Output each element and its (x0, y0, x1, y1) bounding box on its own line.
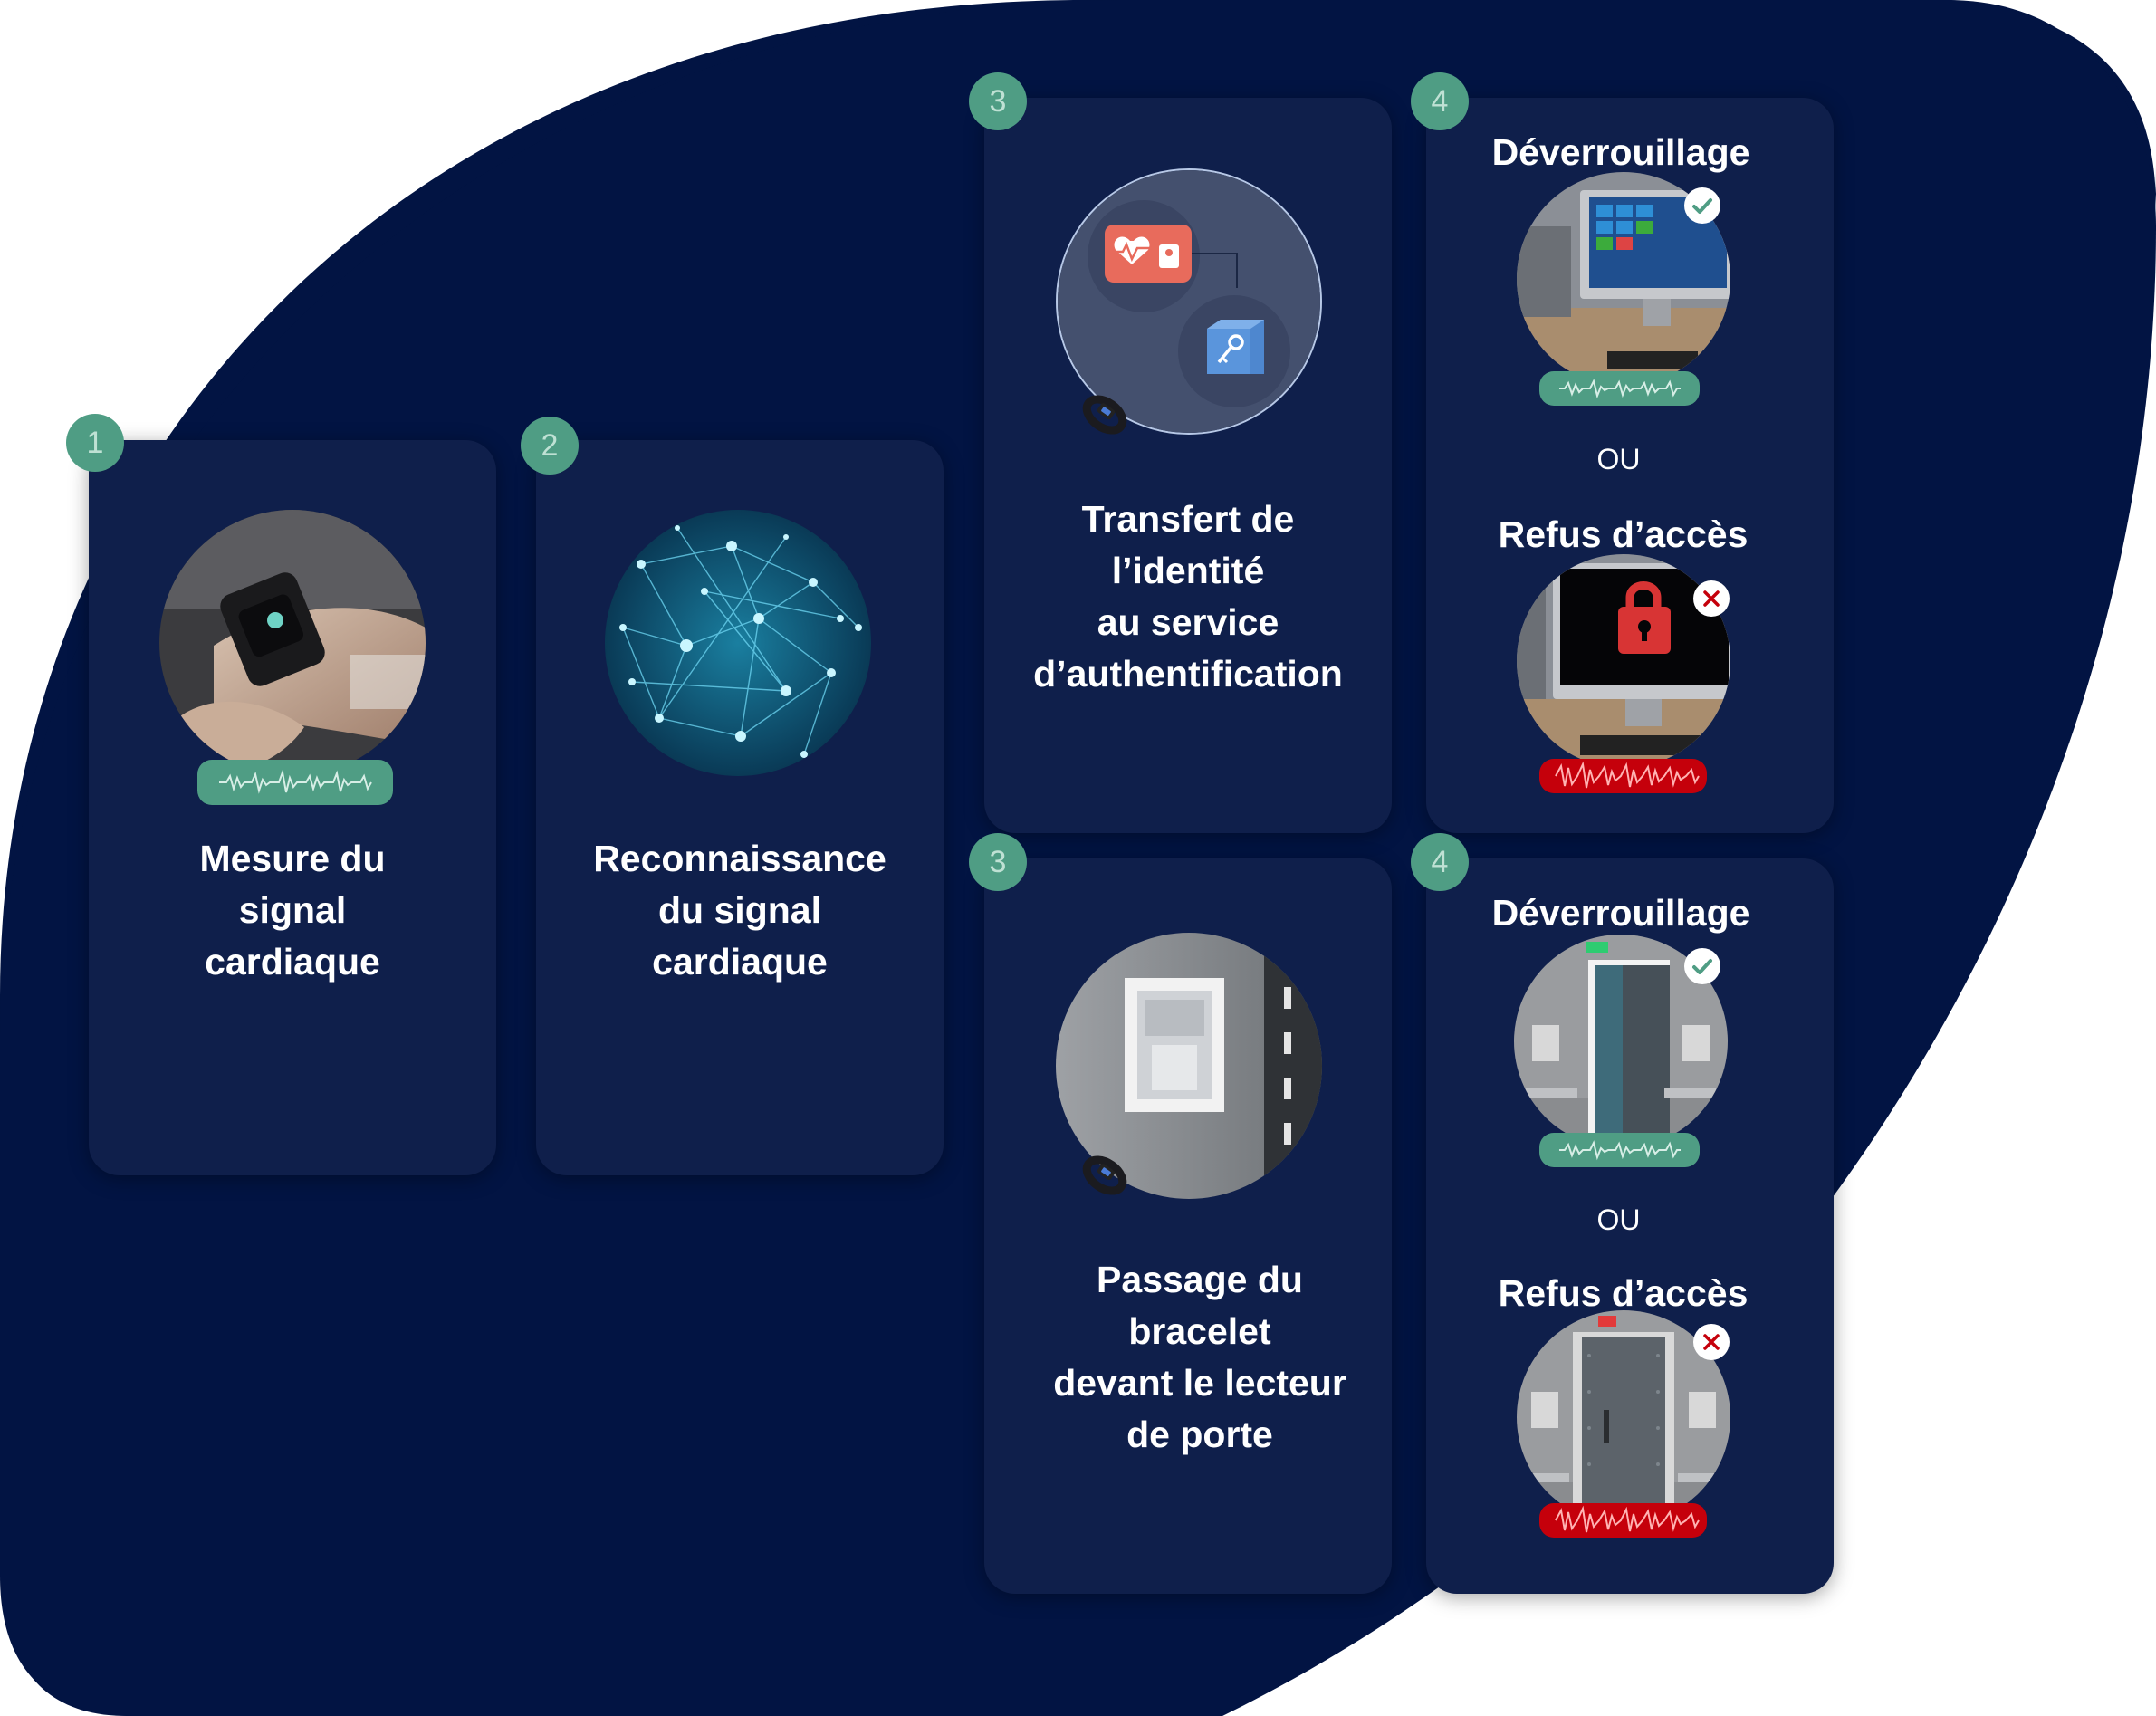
neural-network-image (605, 510, 871, 776)
wristband-icon (1078, 388, 1132, 442)
step-4b-success-title: Déverrouillage (1491, 892, 1750, 934)
door-reader-photo (1056, 933, 1322, 1199)
step-3a-label: Transfert de l’identité au service d’authen… (1033, 498, 1343, 695)
identity-transfer-illustration (1056, 168, 1322, 435)
cross-icon (1693, 1324, 1730, 1360)
heartbeat-wave-icon (1559, 1140, 1681, 1161)
step-3b-badge: 3 (969, 833, 1027, 891)
heartbeat-wave-icon (1555, 761, 1700, 789)
check-icon (1684, 187, 1720, 224)
step-2-badge: 2 (521, 417, 579, 475)
signal-pill (197, 760, 393, 805)
step-4b-refusal-title: Refus d’accès (1498, 1272, 1749, 1314)
step-3b-label: Passage du bracelet devant le lecteur de po… (1053, 1259, 1346, 1455)
or-separator: OU (1596, 443, 1641, 475)
padlock-icon (1618, 581, 1671, 654)
signal-pill-ok (1539, 1133, 1700, 1167)
heartbeat-wave-icon (1559, 379, 1681, 399)
open-door-photo (1514, 935, 1728, 1148)
signal-pill-ok (1539, 371, 1700, 406)
step-2-label: Reconnaissance du signal cardiaque (593, 838, 886, 983)
wrist-sensor-photo (159, 510, 426, 776)
step-4a-badge: 4 (1411, 72, 1469, 130)
check-icon (1684, 948, 1720, 984)
step-4a-refusal-title: Refus d’accès (1498, 513, 1749, 555)
signal-pill-ko (1539, 759, 1707, 793)
key-icon (1207, 320, 1264, 374)
wristband-icon (1078, 1148, 1132, 1203)
cross-icon (1693, 580, 1730, 617)
step-1-badge: 1 (66, 414, 124, 472)
step-3a-badge: 3 (969, 72, 1027, 130)
step-4a-success-title: Déverrouillage (1491, 131, 1750, 173)
heart-pulse-icon (1105, 225, 1192, 283)
heartbeat-wave-icon (1555, 1505, 1700, 1533)
or-separator: OU (1596, 1203, 1641, 1236)
signal-pill-ko (1539, 1503, 1707, 1538)
step-1-label: Mesure du signal cardiaque (199, 838, 386, 983)
step-4b-badge: 4 (1411, 833, 1469, 891)
heartbeat-wave-icon (219, 769, 372, 794)
locked-computer-photo (1517, 554, 1730, 768)
